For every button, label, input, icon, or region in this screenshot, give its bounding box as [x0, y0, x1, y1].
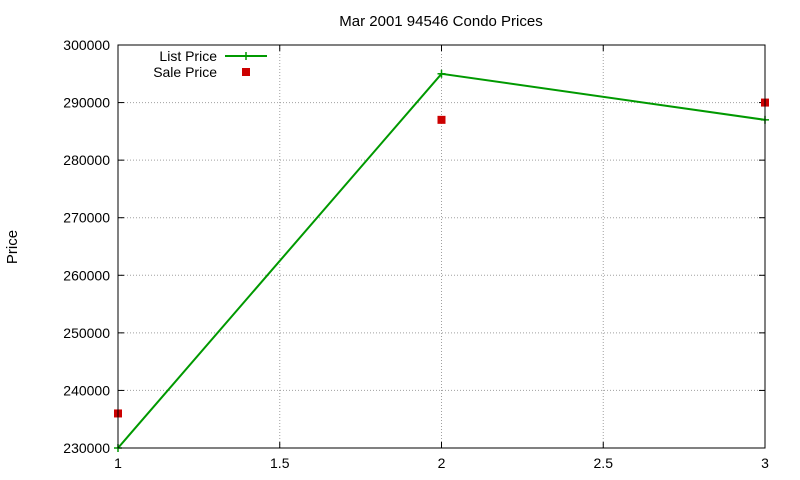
legend-marker	[242, 68, 250, 76]
y-tick-label: 260000	[63, 267, 110, 283]
data-point	[437, 115, 446, 124]
x-tick-label: 2	[438, 455, 446, 471]
axis-ticks: 1 1.5 2 2.5 3 230000 240000 250000 260000 270000 2…	[63, 37, 769, 471]
legend-label: List Price	[159, 48, 217, 64]
series-layer	[114, 69, 769, 452]
y-axis-label: Price	[4, 230, 21, 264]
y-tick-label: 300000	[63, 37, 110, 53]
y-tick-label: 290000	[63, 95, 110, 111]
y-tick-label: 250000	[63, 325, 110, 341]
legend-label: Sale Price	[153, 64, 217, 80]
y-tick-label: 230000	[63, 440, 110, 456]
series-list-price	[114, 69, 769, 452]
x-tick-label: 3	[761, 455, 769, 471]
data-point	[437, 69, 446, 78]
x-tick-label: 1.5	[270, 455, 290, 471]
grid-lines	[118, 45, 765, 448]
chart-title: Mar 2001 94546 Condo Prices	[339, 13, 542, 30]
legend-marker	[242, 52, 250, 60]
plot-border	[117, 44, 766, 449]
y-tick-label: 270000	[63, 210, 110, 226]
y-tick-label: 280000	[63, 152, 110, 168]
y-tick-label: 240000	[63, 382, 110, 398]
x-tick-label: 2.5	[594, 455, 614, 471]
x-tick-label: 1	[114, 455, 122, 471]
